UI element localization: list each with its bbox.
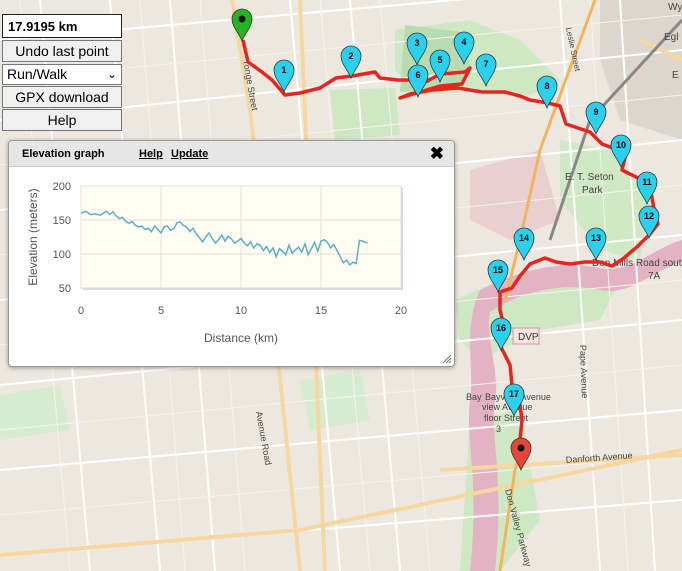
label-seton: E. T. Seton (565, 172, 614, 183)
x-tick-label: 10 (235, 305, 247, 317)
route-marker-label: 1 (281, 65, 286, 75)
route-marker-1[interactable]: 1 (273, 59, 295, 94)
route-marker-label: 12 (644, 211, 654, 221)
x-tick-label: 0 (78, 305, 84, 317)
elevation-line (80, 210, 368, 267)
label-pape: Pape Avenue (578, 345, 590, 399)
label-floor-street: floor Street (484, 413, 529, 423)
y-tick-label: 100 (53, 249, 71, 261)
route-marker-15[interactable]: 15 (487, 259, 509, 294)
route-marker-12[interactable]: 12 (638, 205, 660, 240)
undo-last-point-button[interactable]: Undo last point (2, 40, 122, 62)
close-icon[interactable]: ✖ (429, 144, 444, 163)
railway (548, 18, 682, 241)
popup-header[interactable]: Elevation graph Help Update ✖ (9, 141, 454, 167)
activity-select[interactable]: Run/Walk ⌄ (2, 64, 122, 85)
label-e: E (672, 70, 679, 81)
route-marker-7[interactable]: 7 (475, 53, 497, 88)
route-marker-16[interactable]: 16 (490, 317, 512, 352)
label-view-avenue: view Avenue (482, 402, 532, 412)
x-tick-label: 5 (158, 305, 164, 317)
route-marker-8[interactable]: 8 (536, 75, 558, 110)
route-marker-label: 3 (414, 38, 419, 48)
popup-update-link[interactable]: Update (171, 148, 209, 160)
label-wy: Wy (668, 2, 682, 13)
route-marker-label: 16 (496, 323, 506, 333)
route-marker-3[interactable]: 3 (406, 32, 428, 67)
gpx-download-button[interactable]: GPX download (2, 86, 122, 108)
chevron-down-icon: ⌄ (106, 67, 117, 81)
route-marker-6[interactable]: 6 (407, 64, 429, 99)
label-egl: Egl (664, 32, 678, 43)
label-7a: 7A (648, 271, 661, 282)
elevation-chart: 50 100 150 200 0 5 10 15 20 Distance (km) Elevatio… (26, 181, 407, 345)
activity-select-value: Run/Walk (7, 66, 68, 82)
label-park: Park (582, 185, 604, 196)
route-marker-11[interactable]: 11 (636, 171, 658, 206)
y-tick-label: 50 (59, 283, 71, 295)
route-marker-17[interactable]: 17 (503, 383, 525, 418)
start-marker-icon[interactable] (231, 8, 253, 43)
svg-text:DVP: DVP (518, 332, 539, 343)
end-marker-icon[interactable] (510, 437, 532, 472)
route-marker-label: 13 (591, 233, 601, 243)
y-tick-label: 150 (53, 215, 71, 227)
route-marker-label: 14 (519, 233, 529, 243)
resize-handle-icon[interactable] (442, 354, 452, 364)
x-tick-label: 20 (395, 305, 407, 317)
popup-title: Elevation graph (22, 148, 105, 160)
label-danforth: Danforth Avenue (565, 450, 632, 465)
y-tick-label: 200 (53, 181, 71, 193)
route-marker-label: 8 (544, 81, 549, 91)
popup-help-link[interactable]: Help (139, 148, 163, 160)
x-axis-label: Distance (km) (204, 331, 278, 345)
route-marker-label: 15 (493, 265, 503, 275)
route-marker-label: 5 (437, 55, 442, 65)
route-marker-label: 10 (616, 140, 626, 150)
route-marker-10[interactable]: 10 (610, 134, 632, 169)
y-axis-label: Elevation (meters) (26, 188, 40, 285)
label-bay: Bay (466, 392, 482, 402)
route-line (241, 39, 660, 463)
route-marker-label: 6 (415, 70, 420, 80)
route-marker-label: 17 (509, 389, 519, 399)
route-marker-label: 2 (348, 51, 353, 61)
help-button[interactable]: Help (2, 109, 122, 131)
elevation-graph-popup: Elevation graph Help Update ✖ 50 100 150 20… (8, 140, 455, 367)
route-marker-5[interactable]: 5 (429, 49, 451, 84)
route-marker-label: 11 (642, 177, 652, 187)
route-marker-label: 9 (593, 107, 598, 117)
route-marker-label: 4 (461, 37, 466, 47)
route-marker-2[interactable]: 2 (340, 45, 362, 80)
route-marker-13[interactable]: 13 (585, 227, 607, 262)
label-don-mills: Don Mills Road south (592, 258, 682, 269)
x-tick-label: 15 (315, 305, 327, 317)
dvp-shield: DVP (512, 327, 540, 345)
label-3: 3 (496, 424, 501, 434)
route-marker-14[interactable]: 14 (513, 227, 535, 262)
route-marker-9[interactable]: 9 (585, 101, 607, 136)
distance-display: 17.9195 km (2, 14, 122, 38)
route-marker-label: 7 (483, 59, 488, 69)
route-marker-4[interactable]: 4 (453, 31, 475, 66)
